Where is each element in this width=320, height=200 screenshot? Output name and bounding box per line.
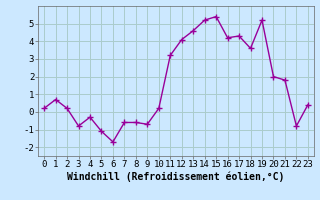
X-axis label: Windchill (Refroidissement éolien,°C): Windchill (Refroidissement éolien,°C) — [67, 172, 285, 182]
